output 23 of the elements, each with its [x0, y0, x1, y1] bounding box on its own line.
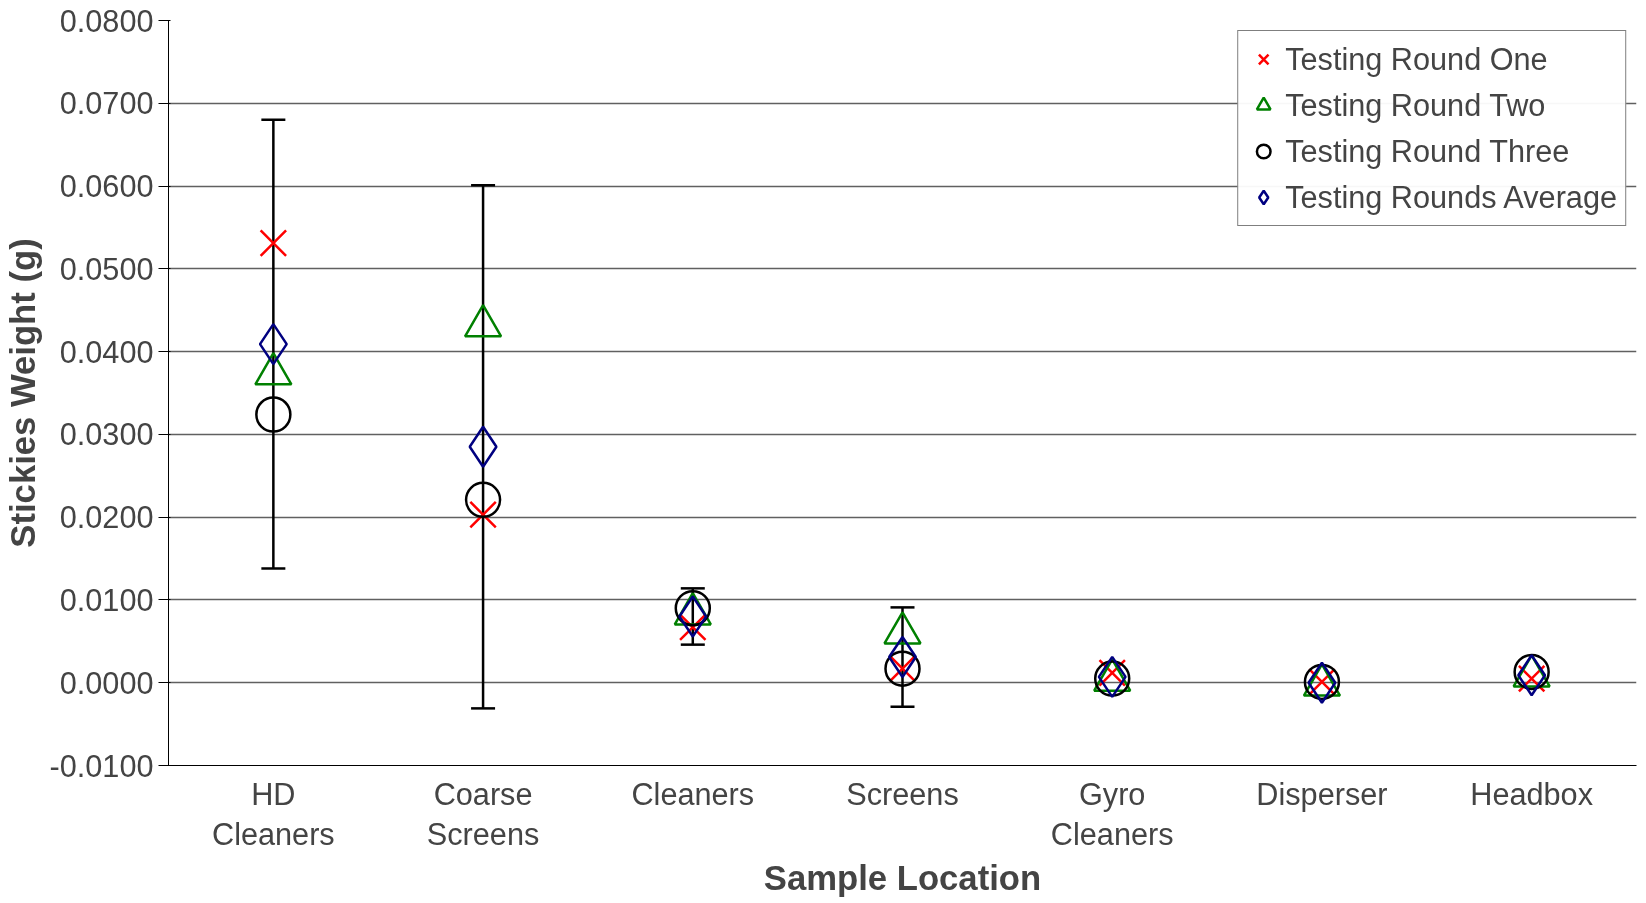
legend-label: Testing Rounds Average: [1285, 178, 1617, 217]
x-tick-label: Gyro Cleaners: [1050, 776, 1174, 852]
y-axis-title: Stickies Weight (g): [3, 238, 42, 548]
y-tick-label: 0.0100: [59, 582, 154, 617]
x-tick-label: Disperser: [1256, 776, 1388, 812]
x-tick-label: Coarse Screens: [426, 776, 540, 852]
y-tick-label: -0.0100: [49, 748, 154, 783]
legend-label: Testing Round Three: [1285, 132, 1570, 171]
x-tick-label: Cleaners: [631, 776, 755, 811]
x-axis-title: Sample Location: [763, 859, 1042, 898]
y-tick-label: 0.0600: [59, 169, 154, 204]
y-tick-label: 0.0500: [59, 251, 154, 286]
x-tick-label: Headbox: [1470, 776, 1593, 811]
y-tick-label: 0.0400: [59, 334, 154, 369]
x-tick-label: HD Cleaners: [212, 776, 335, 852]
y-tick-label: 0.0300: [59, 417, 154, 452]
legend-label: Testing Round Two: [1285, 86, 1546, 125]
y-tick-label: 0.0000: [59, 665, 154, 700]
y-tick-label: 0.0800: [59, 3, 154, 38]
legend-label: Testing Round One: [1285, 40, 1548, 79]
y-tick-label: 0.0200: [59, 500, 154, 535]
y-tick-label: 0.0700: [59, 86, 154, 121]
x-tick-label: Screens: [846, 776, 959, 811]
